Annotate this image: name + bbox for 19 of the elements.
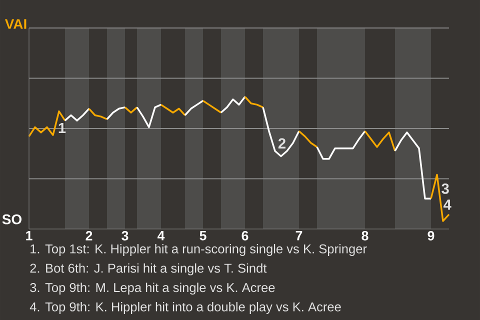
annotation: 2 [278, 138, 286, 148]
x-tick-label: 6 [242, 231, 248, 240]
text: 2. Bot 6th: J. Parisi hit a single vs T. Sindt [30, 263, 267, 276]
x-tick-label: 1 [26, 231, 32, 240]
x-tick-label: 5 [200, 231, 206, 240]
x-tick-label: 7 [296, 231, 302, 240]
annotation: 4 [443, 200, 452, 210]
annotation: 1 [58, 122, 66, 134]
text: 4. Top 9th: K. Hippler hit into a double play vs K. Acree [30, 302, 341, 314]
text: VAI [4, 19, 26, 29]
x-tick-label: 8 [362, 231, 368, 240]
x-tick-label: 3 [122, 231, 128, 240]
x-tick-label: 9 [428, 231, 434, 240]
text: 3. Top 9th: M. Lepa hit a single vs K. Acree [30, 282, 275, 295]
x-tick-label: 4 [158, 231, 165, 240]
annotation: 3 [442, 183, 449, 194]
x-tick-label: 2 [86, 231, 92, 240]
text: SO [2, 214, 22, 224]
text: 1. Top 1st: K. Hippler hit a run-scoring single vs K. Springer [30, 244, 367, 256]
